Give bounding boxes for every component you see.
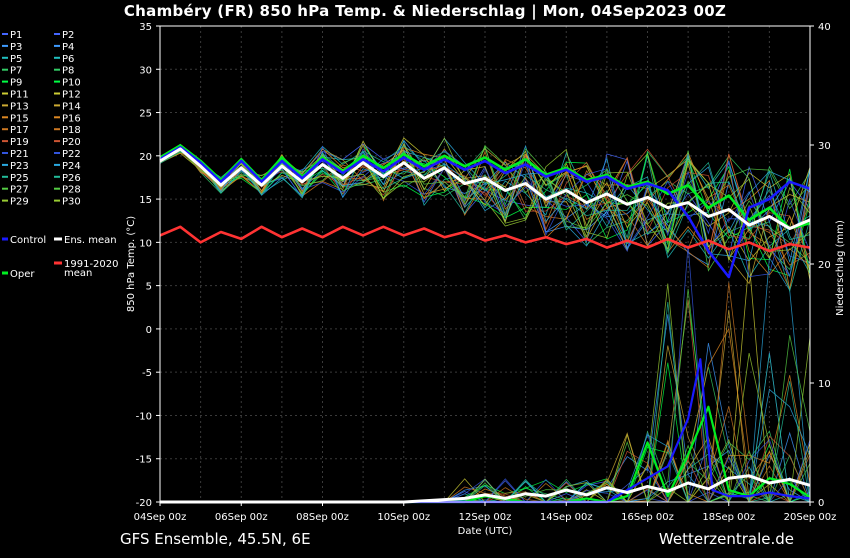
y-tick-label-left: 0 bbox=[146, 325, 152, 336]
x-tick-label: 18Sep 00z bbox=[702, 512, 755, 523]
x-tick-label: 04Sep 00z bbox=[134, 512, 187, 523]
legend-label: P20 bbox=[62, 137, 81, 148]
y-tick-label-left: 35 bbox=[139, 22, 152, 33]
legend-label: P2 bbox=[62, 30, 74, 41]
y-tick-label-right: 40 bbox=[818, 22, 831, 33]
y-tick-label-left: -15 bbox=[136, 455, 152, 466]
y-tick-label-left: -20 bbox=[136, 498, 152, 509]
legend-label: P30 bbox=[62, 197, 81, 208]
x-ticks: 04Sep 00z 06Sep 00z 08Sep 00z 10Sep 00z 12Se… bbox=[134, 502, 837, 523]
y-tick-label-left: 30 bbox=[139, 65, 152, 76]
legend-label: P3 bbox=[10, 42, 22, 53]
legend-label: P5 bbox=[10, 54, 22, 65]
legend-label: P24 bbox=[62, 161, 81, 172]
chart-title: Chambéry (FR) 850 hPa Temp. & Niederschl… bbox=[123, 2, 727, 20]
y-tick-label-left: 10 bbox=[139, 238, 152, 249]
ensemble-member-precip bbox=[160, 256, 811, 503]
legend-label: P23 bbox=[10, 161, 29, 172]
x-tick-label: 10Sep 00z bbox=[377, 512, 430, 523]
legend-label: P28 bbox=[62, 185, 81, 196]
y-tick-label-left: 20 bbox=[139, 152, 152, 163]
y-axis-label-right: Niederschlag (mm) bbox=[835, 220, 846, 316]
legend-label: P9 bbox=[10, 78, 22, 89]
y-tick-label-right: 0 bbox=[818, 498, 824, 509]
legend-label: P11 bbox=[10, 90, 29, 101]
y-ticks-left: 35 30 25 20 15 10 5 0 -5 -10 -15 -20 bbox=[136, 22, 160, 509]
legend-label: P17 bbox=[10, 125, 29, 136]
y-tick-label-left: 15 bbox=[139, 195, 152, 206]
series-line-1991-2020-mean bbox=[159, 225, 811, 253]
x-tick-label: 12Sep 00z bbox=[459, 512, 512, 523]
series-line-oper bbox=[159, 144, 811, 230]
legend-label: Control bbox=[10, 235, 46, 246]
ensemble-member-line bbox=[159, 143, 811, 291]
y-tick-label-right: 10 bbox=[818, 379, 831, 390]
legend-label: P6 bbox=[62, 54, 74, 65]
series-line-ens-mean bbox=[159, 147, 811, 230]
footer-model-info: GFS Ensemble, 45.5N, 6E bbox=[120, 530, 311, 548]
ensemble-member-line bbox=[159, 144, 811, 250]
legend-label: P1 bbox=[10, 30, 22, 41]
y-axis-label-left: 850 hPa Temp. (°C) bbox=[126, 216, 137, 312]
x-tick-label: 20Sep 00z bbox=[784, 512, 837, 523]
legend-label: P26 bbox=[62, 173, 81, 184]
series-line-control bbox=[159, 145, 811, 279]
legend-label: P21 bbox=[10, 149, 29, 160]
x-tick-label: 06Sep 00z bbox=[215, 512, 268, 523]
legend-label: P15 bbox=[10, 113, 29, 124]
legend-label: Ens. mean bbox=[64, 235, 117, 246]
series-line-control-precip bbox=[160, 358, 811, 504]
y-tick-label-left: 5 bbox=[146, 282, 152, 293]
temp-lines bbox=[159, 144, 811, 279]
y-tick-label-left: -5 bbox=[142, 368, 152, 379]
y-ticks-right: 40 30 20 10 0 bbox=[810, 22, 831, 509]
legend-label: Oper bbox=[10, 269, 35, 280]
legend-label: P16 bbox=[62, 113, 81, 124]
x-tick-label: 08Sep 00z bbox=[296, 512, 349, 523]
legend-label: P7 bbox=[10, 66, 22, 77]
legend-label: P19 bbox=[10, 137, 29, 148]
footer-brand: Wetterzentrale.de bbox=[658, 530, 794, 548]
legend-label: 1991-2020 mean bbox=[64, 259, 119, 279]
legend-label: P10 bbox=[62, 78, 81, 89]
legend-label: P12 bbox=[62, 90, 81, 101]
series-line-ens-mean-precip bbox=[160, 474, 811, 504]
legend-label: P22 bbox=[62, 149, 81, 160]
legend-label: P13 bbox=[10, 101, 29, 112]
ensemble-member-line bbox=[159, 151, 811, 253]
legend-label: P27 bbox=[10, 185, 29, 196]
x-axis-label: Date (UTC) bbox=[458, 526, 513, 537]
y-tick-label-left: -10 bbox=[136, 411, 152, 422]
legend-label: P14 bbox=[62, 101, 81, 112]
y-tick-label-left: 25 bbox=[139, 109, 152, 120]
x-tick-label: 14Sep 00z bbox=[540, 512, 593, 523]
x-tick-label: 16Sep 00z bbox=[621, 512, 674, 523]
legend-label: P18 bbox=[62, 125, 81, 136]
precip-lines bbox=[160, 358, 811, 504]
legend-label: P4 bbox=[62, 42, 74, 53]
legend-label: P8 bbox=[62, 66, 74, 77]
legend-label: P25 bbox=[10, 173, 29, 184]
y-tick-label-right: 20 bbox=[818, 260, 831, 271]
legend-label: P29 bbox=[10, 197, 29, 208]
y-tick-label-right: 30 bbox=[818, 141, 831, 152]
